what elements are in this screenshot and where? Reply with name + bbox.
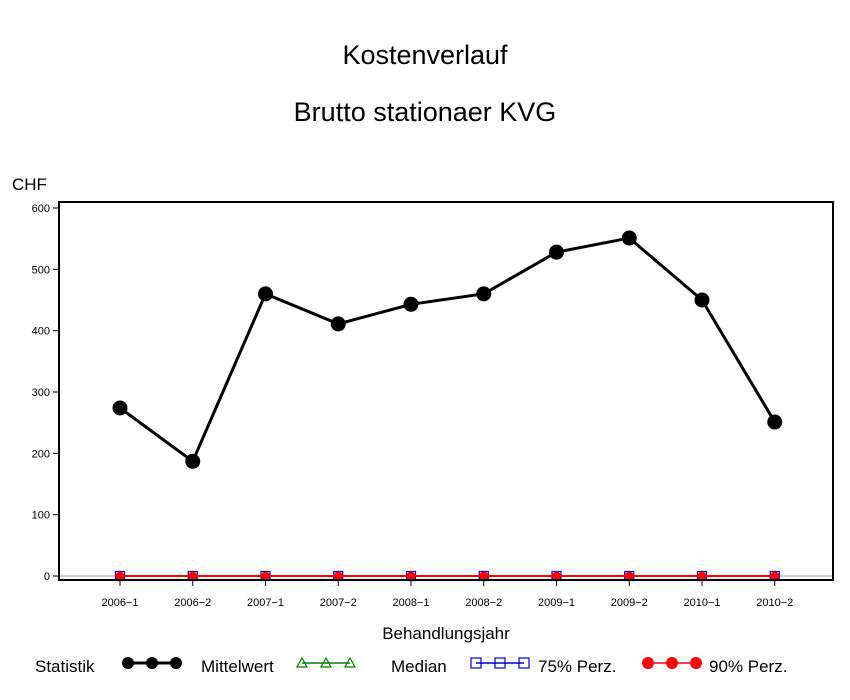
legend-swatch-marker <box>642 657 654 669</box>
data-point <box>624 571 634 581</box>
x-tick-label: 2006−1 <box>101 597 138 609</box>
data-point <box>694 292 710 308</box>
data-point <box>333 571 343 581</box>
legend-swatch-marker <box>666 657 678 669</box>
legend: Statistik Mittelwert Median 75% Perz. 90% P… <box>35 656 787 676</box>
x-axis-label: Behandlungsjahr <box>382 624 510 643</box>
y-tick-label: 0 <box>44 571 50 583</box>
y-tick-label: 500 <box>32 264 50 276</box>
legend-item: Median <box>295 656 447 676</box>
series-0 <box>112 230 783 469</box>
legend-swatch-marker <box>146 657 158 669</box>
series-line <box>119 236 777 464</box>
chart-subtitle: Brutto stationaer KVG <box>293 97 557 127</box>
data-point <box>258 286 273 302</box>
y-tick-label: 200 <box>32 448 50 460</box>
data-point <box>115 571 125 581</box>
data-point <box>330 316 346 332</box>
x-tick-label: 2010−2 <box>756 597 793 609</box>
legend-item: Mittelwert <box>122 657 274 676</box>
x-tick-label: 2008−1 <box>392 597 429 609</box>
legend-swatch-marker <box>170 657 182 669</box>
x-tick-label: 2006−2 <box>174 597 211 609</box>
x-tick-label: 2010−1 <box>683 597 720 609</box>
y-tick-label: 100 <box>32 510 50 522</box>
x-tick-label: 2009−1 <box>538 597 575 609</box>
data-point <box>403 296 419 312</box>
x-tick-label: 2009−2 <box>611 597 648 609</box>
legend-swatch-marker <box>470 657 482 669</box>
legend-item: 90% Perz. <box>642 657 787 676</box>
legend-swatch-marker <box>295 656 309 668</box>
y-tick-label: 400 <box>32 326 50 338</box>
data-point <box>185 453 201 469</box>
y-tick-label: 600 <box>32 203 50 215</box>
legend-swatch-marker <box>343 656 357 668</box>
legend-swatch-marker <box>518 657 530 669</box>
legend-label: Median <box>391 657 447 676</box>
data-point <box>406 571 416 581</box>
data-point <box>479 571 489 581</box>
legend-label: Mittelwert <box>201 657 274 676</box>
legend-swatch-marker <box>494 657 506 669</box>
plot-series <box>112 230 783 582</box>
legend-swatch-marker <box>319 656 333 668</box>
x-tick-label: 2007−1 <box>247 597 284 609</box>
series-3 <box>115 571 780 581</box>
legend-title: Statistik <box>35 657 95 676</box>
data-point <box>112 400 128 416</box>
data-point <box>767 414 783 430</box>
data-point <box>621 230 637 246</box>
data-point <box>261 571 270 581</box>
x-tick-label: 2008−2 <box>465 597 502 609</box>
x-tick-label: 2007−2 <box>320 597 357 609</box>
data-point <box>549 244 564 260</box>
legend-swatch-marker <box>690 657 702 669</box>
chart-title: Kostenverlauf <box>342 40 508 70</box>
data-point <box>697 571 707 581</box>
data-point <box>188 571 198 581</box>
plot-frame <box>58 201 834 581</box>
legend-label: 90% Perz. <box>709 657 787 676</box>
y-axis-label: CHF <box>12 175 47 194</box>
y-axis: 0 100 200 300 400 500 600 <box>32 203 59 583</box>
data-point <box>552 571 561 581</box>
legend-item: 75% Perz. <box>470 657 616 676</box>
data-point <box>476 286 492 302</box>
legend-swatch-marker <box>122 657 134 669</box>
legend-label: 75% Perz. <box>538 657 616 676</box>
y-tick-label: 300 <box>32 387 50 399</box>
data-point <box>770 571 780 581</box>
